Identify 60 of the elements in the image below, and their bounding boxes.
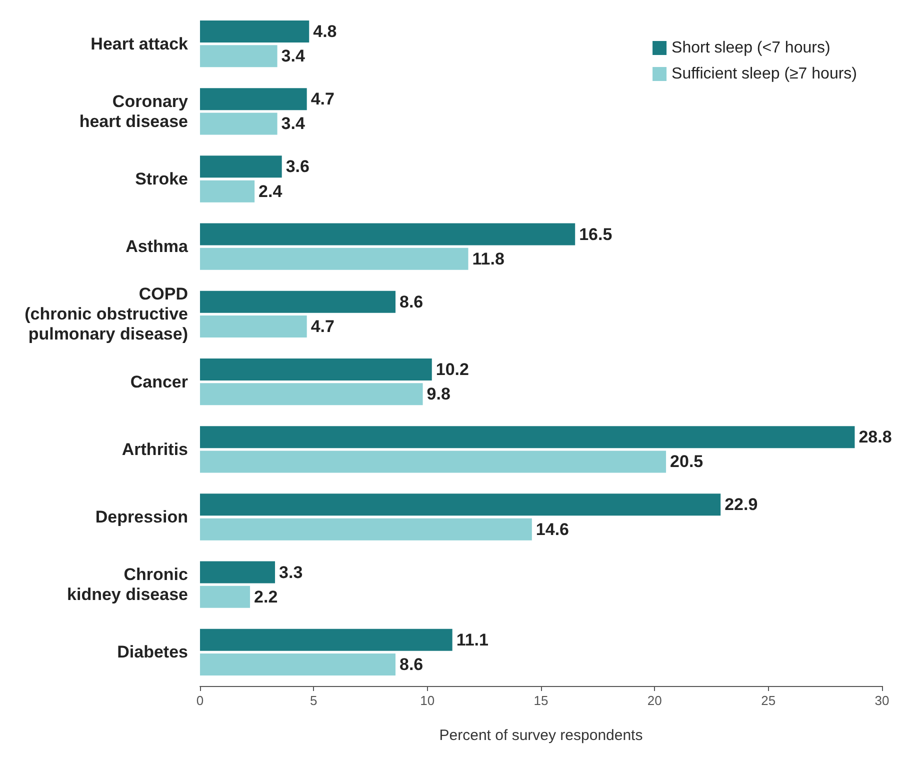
data-label: 4.7 — [310, 317, 334, 336]
bar — [200, 112, 278, 135]
x-tick-label: 0 — [196, 693, 204, 708]
bar — [200, 88, 307, 110]
x-tick-label: 20 — [647, 693, 662, 708]
data-label: 4.8 — [313, 22, 337, 41]
data-label: 2.4 — [258, 182, 283, 201]
x-tick-label: 15 — [534, 693, 548, 708]
bar — [200, 628, 452, 651]
legend-label: Sufficient sleep (≥7 hours) — [672, 66, 857, 82]
bar — [200, 20, 310, 42]
data-label: 3.4 — [281, 46, 306, 66]
data-label: 11.8 — [472, 249, 504, 268]
y-tick-label: Coronary heart disease — [79, 92, 189, 131]
bar — [200, 561, 276, 584]
data-label: 4.7 — [310, 90, 334, 109]
data-label: 8.6 — [400, 292, 424, 312]
bar — [200, 223, 576, 246]
bar — [200, 586, 250, 608]
x-tick-label: 10 — [420, 693, 435, 708]
data-label: 9.8 — [426, 384, 450, 404]
y-tick-label: Chronic kidney disease — [67, 565, 188, 604]
data-label: 3.6 — [286, 157, 310, 176]
data-label: 2.2 — [254, 587, 278, 606]
y-tick-label: Depression — [95, 508, 188, 526]
bar — [200, 180, 255, 202]
legend-label: Short sleep (<7 hours) — [672, 40, 830, 56]
y-tick-label: Cancer — [130, 372, 188, 392]
data-label: 11.1 — [456, 630, 488, 650]
bar — [200, 654, 396, 676]
data-label: 20.5 — [670, 452, 704, 472]
bar — [200, 358, 432, 380]
bar — [200, 426, 855, 448]
y-tick-label: Diabetes — [117, 642, 188, 662]
bar — [200, 518, 532, 540]
data-label: 28.8 — [858, 428, 892, 447]
bar — [200, 316, 307, 338]
x-tick-label: 5 — [310, 693, 318, 708]
data-label: 14.6 — [536, 520, 569, 539]
bar — [200, 450, 666, 473]
data-label: 16.5 — [579, 224, 612, 244]
data-label: 3.3 — [279, 562, 303, 582]
data-label: 22.9 — [724, 495, 758, 514]
bar — [200, 156, 282, 178]
y-tick-label: Stroke — [135, 170, 188, 188]
data-label: 10.2 — [436, 360, 469, 379]
x-tick-label: 25 — [761, 693, 776, 708]
bar — [200, 248, 468, 270]
data-label: 8.6 — [400, 655, 424, 674]
x-tick-label: 30 — [874, 693, 890, 708]
y-tick-label: Asthma — [126, 237, 189, 256]
y-tick-label: COPD (chronic obstructive pulmonary disease) — [24, 284, 188, 344]
bar — [200, 383, 423, 406]
x-axis-title: Percent of survey respondents — [439, 727, 643, 744]
bar — [200, 45, 278, 68]
y-tick-label: Heart attack — [90, 34, 189, 54]
data-label: 3.4 — [281, 114, 306, 134]
y-tick-label: Arthritis — [122, 440, 188, 459]
bar — [200, 494, 721, 516]
bar — [200, 290, 396, 313]
